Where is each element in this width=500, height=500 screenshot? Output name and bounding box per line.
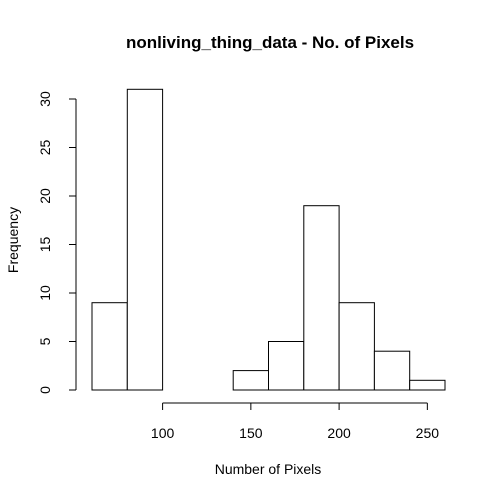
bars-group bbox=[91, 88, 446, 391]
bar-180-200 bbox=[303, 205, 340, 391]
y-tick-label-20: 20 bbox=[37, 188, 53, 204]
y-tick-label-30: 30 bbox=[37, 91, 53, 107]
bar-60-80 bbox=[91, 302, 128, 391]
bar-80-100 bbox=[126, 88, 164, 391]
y-axis: 0 5 10 15 20 25 30 bbox=[37, 91, 77, 394]
x-axis-label: Number of Pixels bbox=[215, 461, 322, 477]
y-tick-label-25: 25 bbox=[37, 140, 53, 156]
y-tick-label-15: 15 bbox=[37, 237, 53, 253]
bar-140-160 bbox=[232, 370, 269, 391]
x-tick-label-150: 150 bbox=[239, 425, 263, 441]
y-tick-label-0: 0 bbox=[37, 386, 53, 394]
bar-160-180 bbox=[268, 341, 305, 391]
x-tick-label-250: 250 bbox=[416, 425, 440, 441]
y-tick-label-5: 5 bbox=[37, 337, 53, 345]
bar-200-220 bbox=[338, 302, 375, 391]
x-tick-label-200: 200 bbox=[327, 425, 351, 441]
bar-240-260 bbox=[409, 379, 446, 391]
y-axis-label: Frequency bbox=[5, 207, 21, 273]
bar-220-240 bbox=[373, 350, 411, 391]
y-tick-label-10: 10 bbox=[37, 285, 53, 301]
chart-title: nonliving_thing_data - No. of Pixels bbox=[126, 33, 414, 52]
x-axis: 100 150 200 250 bbox=[151, 402, 440, 441]
x-tick-label-100: 100 bbox=[151, 425, 175, 441]
